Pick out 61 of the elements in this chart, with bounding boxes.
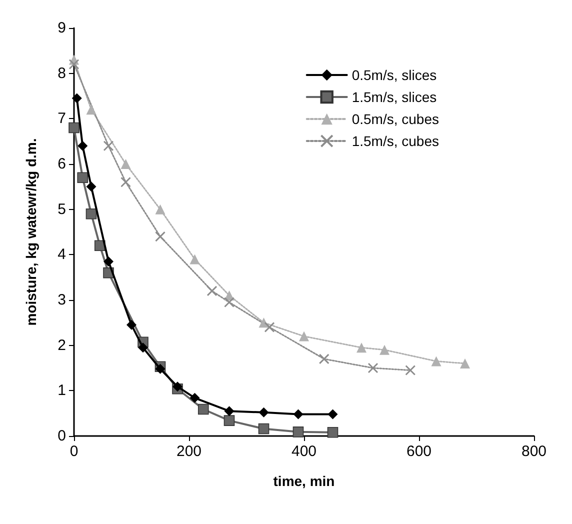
x-tick-label: 0 xyxy=(70,443,78,460)
point xyxy=(224,415,235,426)
y-tick-label: 8 xyxy=(58,64,66,82)
point xyxy=(104,256,114,266)
y-tick-label: 4 xyxy=(58,246,66,264)
point xyxy=(68,122,80,134)
point xyxy=(258,423,270,434)
point xyxy=(86,104,96,115)
point xyxy=(138,342,148,353)
point xyxy=(264,322,275,332)
point xyxy=(78,140,88,151)
legend-label: 1.5m/s, cubes xyxy=(352,133,440,149)
point xyxy=(72,93,82,104)
point xyxy=(292,426,304,438)
x-tick-label: 600 xyxy=(406,443,432,460)
y-axis-title: moisture, kg watewr/kg d.m. xyxy=(23,138,39,326)
y-tick-label: 6 xyxy=(58,156,66,172)
point xyxy=(293,409,304,420)
x-tick-label: 200 xyxy=(176,443,202,460)
point xyxy=(328,409,338,420)
point xyxy=(126,320,136,330)
point xyxy=(198,404,209,415)
y-tick-label: 3 xyxy=(58,292,66,308)
point xyxy=(155,204,166,214)
y-tick-label: 5 xyxy=(58,200,66,218)
y-tick-label: 2 xyxy=(58,336,66,354)
point xyxy=(327,426,338,438)
y-tick-label: 7 xyxy=(58,110,66,128)
point xyxy=(86,208,97,220)
x-tick-label: 400 xyxy=(291,443,317,460)
y-tick-label: 1 xyxy=(58,382,66,400)
point xyxy=(120,176,131,188)
legend-label: 1.5m/s, slices xyxy=(352,89,437,105)
y-tick-label: 0 xyxy=(58,428,66,444)
point xyxy=(224,297,234,308)
point xyxy=(460,358,470,368)
point xyxy=(258,407,269,418)
point xyxy=(190,254,200,264)
point xyxy=(206,286,218,296)
point xyxy=(77,172,88,183)
x-tick-label: 800 xyxy=(521,443,547,460)
y-tick-label: 9 xyxy=(58,20,66,36)
point xyxy=(155,364,166,374)
point xyxy=(68,59,80,70)
point xyxy=(120,159,131,169)
point xyxy=(86,182,96,192)
point xyxy=(224,406,234,416)
x-axis-title: time, min xyxy=(273,473,335,489)
point xyxy=(368,362,378,374)
point xyxy=(356,342,366,353)
point xyxy=(405,365,416,376)
point xyxy=(103,140,114,152)
point xyxy=(318,354,330,364)
point xyxy=(380,344,390,355)
point xyxy=(155,231,166,242)
point xyxy=(299,331,309,342)
point xyxy=(190,392,200,403)
legend-label: 0.5m/s, slices xyxy=(352,67,437,83)
point xyxy=(431,356,442,366)
point xyxy=(172,382,182,392)
legend-label: 0.5m/s, cubes xyxy=(352,111,440,127)
